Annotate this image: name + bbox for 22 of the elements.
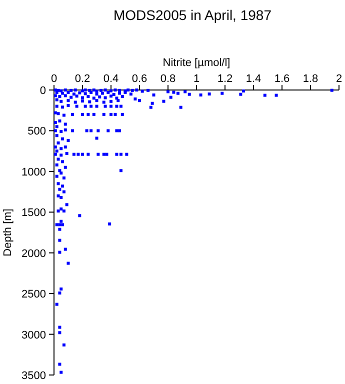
y-axis-title: Depth [m] — [2, 208, 14, 256]
x-tick-label: 0 — [50, 73, 58, 85]
x-tick-label: 0.6 — [132, 73, 148, 85]
x-tick-label: 2 — [336, 73, 342, 85]
x-tick-label: 1.4 — [246, 73, 262, 85]
y-tick-label: 2500 — [22, 288, 46, 301]
x-tick-label: 0.2 — [74, 73, 90, 85]
x-tick-label: 0.4 — [103, 73, 119, 85]
x-tick-label: 1 — [193, 73, 200, 85]
chart-title: MODS2005 in April, 1987 — [114, 7, 272, 23]
y-tick-label: 0 — [40, 85, 46, 97]
x-tick-label: 0.8 — [160, 73, 176, 85]
y-tick-label: 1500 — [22, 207, 46, 220]
y-tick-label: 1000 — [22, 166, 46, 178]
x-axis-title: Nitrite [µmol/l] — [162, 57, 230, 69]
x-tick-label: 1.8 — [302, 73, 318, 85]
y-tick-label: 2000 — [22, 248, 46, 260]
x-tick-label: 1.2 — [217, 73, 233, 85]
y-tick-label: 3500 — [22, 370, 46, 382]
x-tick-label: 1.6 — [274, 73, 290, 85]
y-tick-label: 3000 — [22, 329, 46, 342]
y-tick-label: 500 — [28, 126, 46, 138]
